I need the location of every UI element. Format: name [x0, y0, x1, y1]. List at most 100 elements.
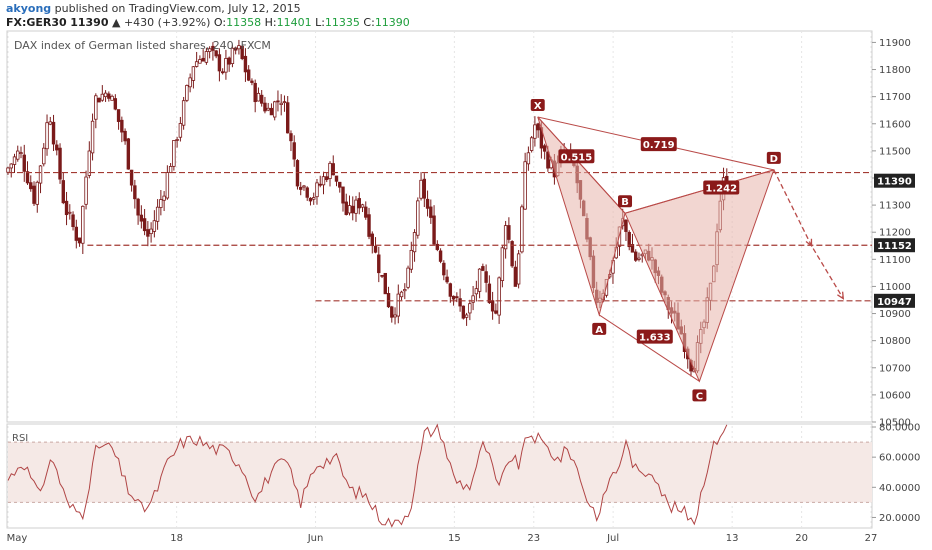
- candle-body: [266, 107, 270, 111]
- candle-body: [29, 182, 33, 190]
- price-tick-label: 11900: [879, 38, 911, 49]
- rsi-tick-label: 40.0000: [879, 483, 920, 494]
- candle-body: [55, 144, 59, 151]
- candle-body: [227, 57, 231, 65]
- point-label-d: D: [770, 154, 778, 165]
- candle-body: [97, 97, 101, 103]
- candle-body: [497, 277, 501, 316]
- candle-body: [162, 195, 166, 201]
- candle-body: [113, 98, 118, 110]
- candle-body: [71, 214, 75, 228]
- candle-body: [546, 151, 550, 169]
- candle-body: [634, 251, 638, 261]
- candle-body: [16, 150, 20, 160]
- price-tag-label: 10947: [877, 297, 912, 308]
- price-tick-label: 11100: [879, 255, 911, 266]
- candle-body: [429, 206, 433, 218]
- candle-body: [178, 123, 183, 138]
- price-tick-label: 11000: [879, 282, 911, 293]
- candle-body: [409, 249, 414, 270]
- pattern-leg-line: [537, 116, 626, 214]
- candle-body: [334, 175, 339, 182]
- candle-body: [159, 199, 163, 208]
- candle-body: [630, 244, 635, 253]
- time-tick-label: Jun: [307, 533, 324, 544]
- candle-body: [273, 101, 277, 118]
- candle-body: [240, 45, 244, 60]
- price-tag: [874, 173, 915, 188]
- point-label-bg: [766, 151, 781, 164]
- candle-body: [9, 163, 13, 169]
- candle-body: [152, 220, 157, 232]
- open-value: 11358: [226, 16, 262, 29]
- candle-body: [279, 102, 283, 105]
- symbol-label[interactable]: FX:GER30: [6, 16, 67, 29]
- candle-body: [503, 225, 508, 250]
- candle-body: [442, 262, 446, 276]
- candle-body: [211, 45, 215, 51]
- candle-body: [246, 69, 251, 81]
- candle-body: [403, 289, 407, 292]
- candle-body: [74, 226, 79, 241]
- candle-body: [64, 200, 69, 216]
- candle-body: [542, 145, 547, 152]
- chart-header: akyong published on TradingView.com, Jul…: [0, 0, 932, 30]
- candle-body: [84, 176, 88, 205]
- point-label-b: B: [621, 197, 629, 208]
- candle-body: [136, 198, 140, 216]
- candle-body: [250, 80, 254, 83]
- rsi-tick-label: 60.0000: [879, 453, 920, 464]
- ratio-label: 0.719: [643, 140, 675, 151]
- candle-body: [364, 206, 368, 218]
- candle-body: [19, 152, 23, 155]
- candle-body: [32, 185, 36, 204]
- price-tick-label: 11600: [879, 119, 911, 130]
- candle-body: [253, 82, 257, 103]
- candle-body: [471, 295, 475, 303]
- candle-body: [175, 139, 179, 141]
- candle-body: [351, 205, 355, 214]
- candle-body: [276, 100, 280, 103]
- author-link[interactable]: akyong: [6, 2, 52, 15]
- candle-body: [523, 161, 527, 210]
- candle-body: [25, 171, 30, 184]
- candle-body: [474, 288, 479, 295]
- candle-body: [477, 268, 482, 292]
- candle-body: [139, 214, 144, 222]
- candle-body: [325, 176, 329, 181]
- candle-body: [432, 215, 436, 245]
- candle-body: [45, 122, 49, 150]
- time-tick-label: 27: [865, 533, 878, 544]
- candle-body: [48, 121, 52, 125]
- candle-body: [120, 119, 124, 133]
- candle-body: [445, 276, 449, 283]
- candle-body: [315, 182, 319, 198]
- price-tag-label: 11152: [877, 241, 912, 252]
- candle-body: [116, 109, 121, 122]
- candle-body: [536, 123, 540, 131]
- candle-body: [416, 200, 420, 236]
- candle-body: [172, 140, 176, 167]
- publish-line: akyong published on TradingView.com, Jul…: [6, 2, 301, 15]
- low-label: L:: [315, 16, 325, 29]
- candle-body: [360, 204, 365, 208]
- candle-body: [12, 156, 17, 165]
- candle-body: [425, 198, 430, 209]
- candle-body: [191, 66, 196, 81]
- candle-body: [302, 185, 306, 188]
- candle-body: [354, 199, 358, 214]
- point-label-a: A: [595, 325, 603, 336]
- candle-body: [487, 283, 492, 303]
- candle-body: [500, 247, 505, 281]
- point-label-bg: [618, 195, 633, 208]
- candle-body: [386, 293, 391, 308]
- candle-body: [289, 133, 293, 142]
- price-tick-label: 11300: [879, 201, 911, 212]
- candle-body: [458, 298, 462, 307]
- high-label: H:: [264, 16, 277, 29]
- candle-body: [321, 176, 326, 186]
- price-tag: [874, 238, 915, 253]
- candle-body: [305, 187, 309, 198]
- candle-body: [123, 130, 127, 142]
